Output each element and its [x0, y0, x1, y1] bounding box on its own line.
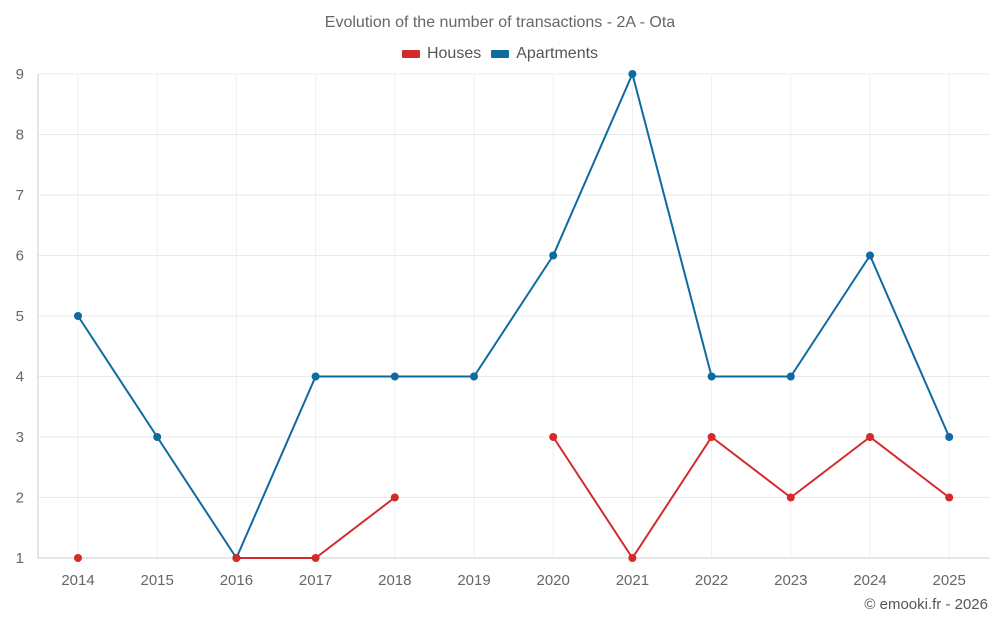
y-tick-label-7: 7 — [16, 187, 24, 204]
point-apartments-2024 — [866, 251, 874, 260]
point-houses-2025 — [945, 493, 954, 502]
y-tick-label-2: 2 — [16, 490, 24, 507]
x-tick-label-2016: 2016 — [220, 572, 253, 589]
point-houses-2017 — [311, 554, 320, 562]
point-houses-2023 — [786, 493, 795, 502]
legend-label-apartments: Apartments — [516, 45, 599, 62]
x-tick-label-2019: 2019 — [457, 572, 490, 589]
axes — [37, 74, 990, 559]
series-points — [74, 70, 954, 562]
point-apartments-2018 — [390, 372, 399, 381]
y-tick-label-6: 6 — [16, 248, 24, 265]
legend-swatch-houses — [401, 50, 420, 58]
series-line-houses-1 — [552, 436, 950, 559]
legend-item-houses[interactable]: Houses — [401, 45, 482, 63]
point-houses-2018 — [390, 493, 399, 502]
y-tick-label-4: 4 — [16, 369, 24, 386]
y-tick-label-9: 9 — [16, 66, 24, 83]
grid — [38, 73, 990, 558]
credit: © emooki.fr - 2026 — [864, 596, 988, 613]
point-apartments-2021 — [628, 70, 637, 78]
point-houses-2014 — [74, 554, 82, 562]
y-tick-labels: 1 2 3 4 5 6 7 8 9 — [16, 66, 24, 567]
y-tick-label-5: 5 — [16, 308, 24, 325]
point-apartments-2023 — [786, 372, 795, 381]
legend-swatch-apartments — [491, 50, 510, 58]
point-apartments-2025 — [945, 433, 954, 441]
x-tick-label-2017: 2017 — [299, 572, 332, 589]
x-tick-label-2018: 2018 — [378, 572, 411, 589]
point-houses-2022 — [707, 433, 716, 441]
x-tick-label-2025: 2025 — [933, 572, 966, 589]
point-houses-2021 — [628, 554, 637, 562]
x-tick-labels: 2014 2015 2016 2017 2018 2019 2020 2021 2022 2023… — [61, 572, 966, 589]
series-line-apartments-0 — [77, 73, 951, 559]
y-tick-label-8: 8 — [16, 127, 24, 144]
point-houses-2016 — [232, 554, 241, 562]
y-tick-label-3: 3 — [16, 429, 24, 446]
legend-item-apartments[interactable]: Apartments — [491, 45, 598, 63]
x-tick-label-2015: 2015 — [141, 572, 174, 589]
chart-title: Evolution of the number of transactions … — [324, 14, 676, 31]
x-tick-label-2014: 2014 — [61, 572, 94, 589]
point-apartments-2022 — [707, 372, 716, 381]
point-apartments-2017 — [311, 372, 320, 381]
legend: Houses Apartments — [0, 45, 1000, 63]
y-tick-label-1: 1 — [16, 550, 24, 567]
x-tick-label-2022: 2022 — [695, 572, 728, 589]
point-apartments-2014 — [74, 312, 82, 320]
point-apartments-2019 — [470, 372, 478, 381]
x-tick-label-2024: 2024 — [853, 572, 886, 589]
legend-label-houses: Houses — [426, 45, 482, 62]
point-houses-2020 — [549, 433, 558, 441]
point-apartments-2015 — [153, 433, 162, 441]
x-tick-label-2023: 2023 — [774, 572, 807, 589]
point-apartments-2020 — [549, 251, 558, 260]
x-tick-label-2020: 2020 — [537, 572, 570, 589]
x-tick-label-2021: 2021 — [616, 572, 649, 589]
point-houses-2024 — [866, 433, 874, 441]
